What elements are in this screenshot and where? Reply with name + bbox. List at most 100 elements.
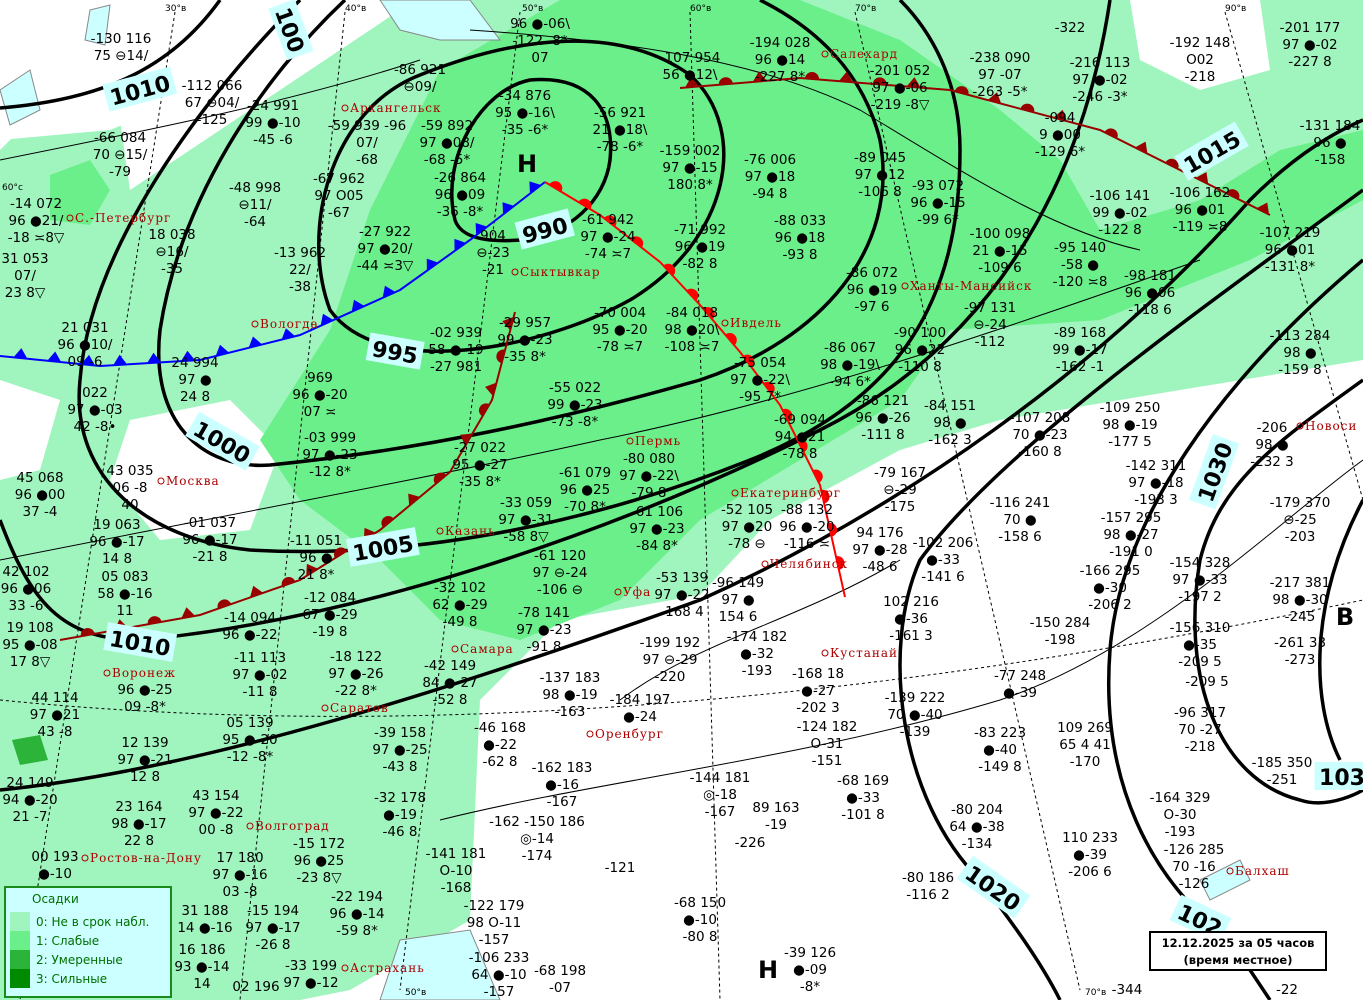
- station-value: 97 ●-23: [516, 622, 571, 638]
- front-semicircle: [804, 71, 819, 80]
- station-value: -179 370: [1270, 495, 1331, 511]
- station-value: 67 ●-29: [302, 607, 357, 623]
- station-value: 97 ●: [178, 372, 211, 388]
- station-value: ●-35: [1183, 637, 1217, 653]
- station-value: -90 100: [894, 325, 946, 341]
- station-value: -167: [547, 794, 578, 810]
- front-semicircle: [217, 599, 232, 609]
- station-value: -206: [1257, 420, 1288, 436]
- isoline: [439, 459, 1363, 821]
- station-value: -24 991: [247, 98, 299, 114]
- station-value: -15 194: [247, 903, 299, 919]
- station-value: -99 6*: [917, 212, 959, 228]
- station-value: 21 ●18\: [593, 122, 648, 138]
- station-plot: -95 140-58 ●-120 ≍8: [1053, 240, 1108, 290]
- isobar-label-box: [102, 66, 178, 112]
- station-value: ●-24: [623, 709, 657, 725]
- front-triangle: [351, 299, 365, 312]
- station-value: 58 ●-16: [97, 586, 152, 602]
- station-value: -141 181: [426, 846, 487, 862]
- station-value: -52 8: [433, 692, 468, 708]
- station-value: -162 -1: [1056, 359, 1104, 375]
- city-dot-icon: [761, 560, 769, 568]
- city-dot-icon: [614, 588, 622, 596]
- station-plot: -184 197●-24: [610, 692, 671, 725]
- station-plot: -168 18●-27-202 3: [792, 666, 844, 716]
- city-marker: Салехард: [821, 47, 897, 61]
- station-value: 95 ●-08: [2, 637, 57, 653]
- station-value: -193: [742, 663, 773, 679]
- front-semicircle: [828, 522, 838, 537]
- station-value: 22/: [289, 262, 311, 278]
- station-value: -106 141: [1090, 188, 1151, 204]
- station-value: ⊖-29: [883, 482, 916, 498]
- city-name: Балхаш: [1235, 864, 1290, 878]
- station-value: 75 ⊖14/: [94, 48, 149, 64]
- city-dot-icon: [511, 268, 519, 276]
- city-name: Москва: [166, 474, 220, 488]
- station-value: -78 8: [783, 446, 818, 462]
- station-value: 96 ●-15: [910, 195, 965, 211]
- station-value: ◎-14: [520, 831, 554, 847]
- city-name: Вологда: [260, 317, 319, 331]
- station-value: -73 -8*: [552, 414, 599, 430]
- station-value: -88 033: [774, 213, 826, 229]
- station-value: -35 8*: [459, 474, 501, 490]
- front-semicircle: [1226, 189, 1240, 200]
- city-dot-icon: [901, 282, 909, 290]
- city-marker: Казань: [436, 524, 495, 538]
- station-value: -68 169: [837, 773, 889, 789]
- station-value: 56 ●12\: [663, 67, 718, 83]
- station-value: -106 8: [858, 184, 902, 200]
- white-area-west: [0, 380, 60, 480]
- station-plot: -322: [1055, 20, 1086, 36]
- station-value: ●-10: [683, 912, 717, 928]
- station-value: 98 ●-19\: [820, 357, 880, 373]
- station-value: 96 ●-14: [329, 906, 384, 922]
- station-plot: 18 038⊖16/-35: [148, 227, 195, 277]
- station-value: 97 ●20/: [358, 241, 413, 257]
- station-value: 84 ●-27: [422, 675, 477, 691]
- station-plot: -156 310●-35-209 5: [1170, 620, 1231, 670]
- station-value: 97 ●12: [855, 167, 905, 183]
- station-value: -139 222: [885, 690, 946, 706]
- city-marker: Пермь: [626, 434, 680, 448]
- station-plot: 00 193●-10: [31, 849, 78, 882]
- station-value: -109 6: [978, 260, 1022, 276]
- station-value: -79 8: [632, 485, 667, 501]
- city-name: Уфа: [623, 585, 651, 599]
- station-value: 97 ●-06: [872, 80, 927, 96]
- station-value: -164 329: [1150, 790, 1211, 806]
- isobar-label-box: [185, 411, 260, 471]
- station-value: -18 ≍8▽: [8, 230, 65, 246]
- station-value: 19 063: [93, 517, 140, 533]
- city-marker: Сыктывкар: [511, 265, 600, 279]
- station-value: -209 5: [1178, 654, 1222, 670]
- station-value: -116 2: [906, 887, 950, 903]
- station-value: -126: [1179, 876, 1210, 892]
- graticule-label: 40°в: [345, 4, 366, 14]
- station-value: 97 ●-25: [372, 742, 427, 758]
- city-dot-icon: [451, 645, 459, 653]
- station-value: -22 194: [331, 889, 383, 905]
- station-value: 37 -4: [23, 504, 58, 520]
- station-value: 40: [121, 497, 138, 513]
- station-value: -21 8: [193, 549, 228, 565]
- isobar-label-box: [956, 855, 1031, 919]
- station-value: -216 113: [1070, 55, 1131, 71]
- station-value: -44 ≍3▽: [357, 258, 414, 274]
- station-value: 24 8: [180, 389, 210, 405]
